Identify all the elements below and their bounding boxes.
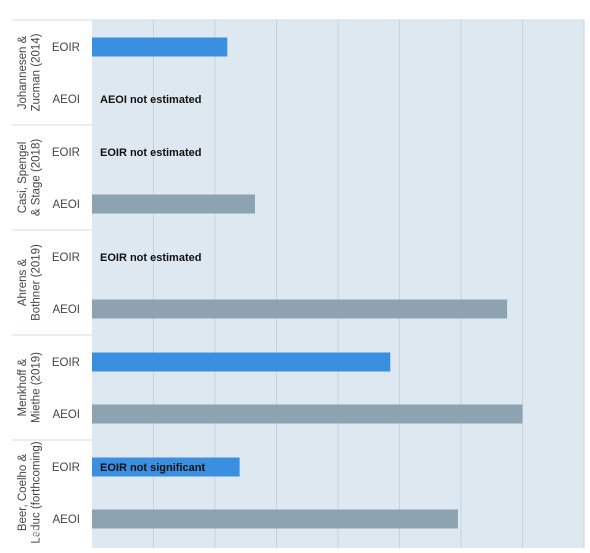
study-label: Ahrens &Bothner (2019) — [17, 244, 42, 321]
category-label: AEOI — [53, 514, 80, 526]
category-label: EOIR — [52, 462, 80, 474]
bar-note: EOIR not estimated — [100, 252, 201, 264]
category-label: AEOI — [53, 94, 80, 106]
bar-note: EOIR not estimated — [100, 147, 201, 159]
labels: Johannesen &Zucman (2014) EOIR AEOI AEOI no… — [12, 33, 205, 544]
category-label: EOIR — [52, 147, 80, 159]
bar-note: AEOI not estimated — [100, 94, 201, 106]
category-label: EOIR — [52, 357, 80, 369]
category-label: AEOI — [53, 409, 80, 421]
bar-note: EOIR not significant — [100, 462, 205, 474]
study-label: Johannesen &Zucman (2014) — [17, 33, 42, 111]
bar — [92, 352, 391, 372]
grid-lines — [12, 19, 585, 548]
bar — [92, 509, 458, 529]
bar — [92, 404, 523, 424]
bar — [92, 194, 255, 214]
category-label: AEOI — [53, 304, 80, 316]
bar — [92, 457, 240, 477]
bar — [92, 299, 508, 319]
study-label: Beer, Coelho &Leduc (forthcoming) — [17, 441, 42, 543]
study-label: Casi, Spengel& Stage (2018) — [17, 139, 42, 217]
category-label: EOIR — [52, 42, 80, 54]
bars — [92, 37, 523, 529]
category-label: EOIR — [52, 252, 80, 264]
study-label: Menkhoff &Miethe (2019) — [17, 352, 42, 423]
label-panel — [0, 20, 92, 548]
bar — [92, 37, 228, 57]
category-label: AEOI — [53, 199, 80, 211]
watermark: 图 大数据库 — [6, 528, 68, 540]
